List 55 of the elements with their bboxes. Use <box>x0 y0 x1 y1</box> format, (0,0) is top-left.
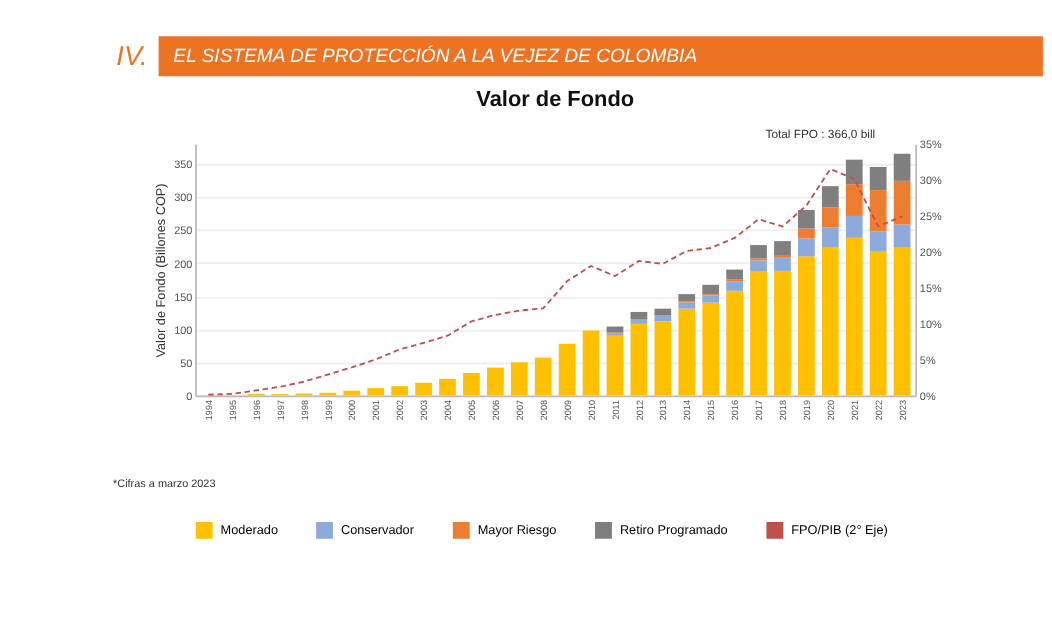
bar <box>486 367 504 396</box>
bar <box>893 224 911 248</box>
bar <box>391 386 409 396</box>
bar <box>893 153 911 181</box>
bar <box>678 302 696 309</box>
bar <box>678 308 696 396</box>
bar <box>798 210 815 229</box>
bar <box>510 362 528 396</box>
bar <box>893 180 911 225</box>
bar <box>654 321 672 396</box>
bar <box>654 308 672 316</box>
bar <box>774 257 791 271</box>
bar <box>750 260 767 272</box>
bar <box>798 238 815 257</box>
bar <box>869 251 887 396</box>
bar <box>845 184 863 216</box>
bar <box>821 227 839 248</box>
bar <box>558 343 576 396</box>
bar <box>798 228 815 239</box>
bar <box>821 186 839 208</box>
bar <box>415 382 432 396</box>
bar <box>798 256 815 396</box>
bar <box>654 315 672 322</box>
bar <box>774 241 791 256</box>
bar <box>845 215 863 238</box>
bar <box>534 357 552 396</box>
text: EL SISTEMA DE PROTECCIÓN A LA VEJEZ DE COLOMBIA <box>173 43 698 68</box>
bar <box>821 207 839 228</box>
bar <box>630 323 648 396</box>
bar <box>702 302 720 396</box>
bar <box>630 311 648 320</box>
text: IV. <box>116 41 148 72</box>
bar <box>726 281 743 291</box>
bar <box>582 330 600 396</box>
bar <box>869 190 887 232</box>
bar <box>750 271 767 396</box>
bar <box>726 290 743 396</box>
bar <box>774 270 791 396</box>
bar <box>726 269 743 280</box>
bar <box>750 245 767 259</box>
bar <box>606 335 624 396</box>
bar <box>463 372 480 396</box>
bar <box>439 378 456 396</box>
bar <box>821 247 839 396</box>
bar <box>702 284 720 295</box>
bar <box>678 294 696 302</box>
bar <box>869 231 887 252</box>
bar <box>893 247 911 396</box>
bar <box>367 388 385 396</box>
line-series <box>207 168 904 396</box>
bar <box>869 166 887 191</box>
chart-title: Valor de Fondo <box>476 87 635 112</box>
bar <box>845 159 863 185</box>
bar <box>702 295 720 303</box>
bar <box>845 237 863 396</box>
